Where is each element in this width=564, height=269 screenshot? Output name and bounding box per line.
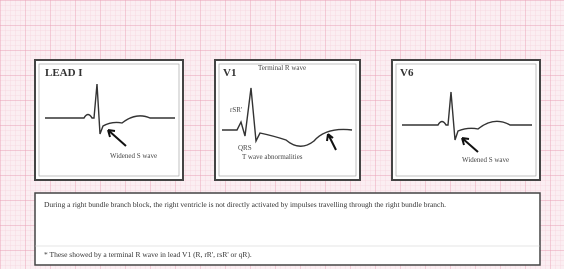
annotation: rSR' [230,106,242,114]
v1-panel [215,60,360,180]
annotation: Widened S wave [462,156,509,164]
ecg-figure: LEAD I Widened S wave V1 Terminal R wave… [0,0,564,269]
caption-text: During a right bundle branch block, the … [44,200,534,210]
panel-label: V1 [223,67,236,79]
caption-footnote: * These showed by a terminal R wave in l… [44,250,534,260]
figure-canvas: LEAD I Widened S wave V1 Terminal R wave… [0,0,564,269]
annotation: QRS [238,144,252,152]
annotation: T wave abnormalities [242,153,303,161]
annotation: Widened S wave [110,152,157,160]
panel-label: LEAD I [45,67,83,79]
annotation: Terminal R wave [258,64,306,72]
panel-label: V6 [400,67,414,79]
